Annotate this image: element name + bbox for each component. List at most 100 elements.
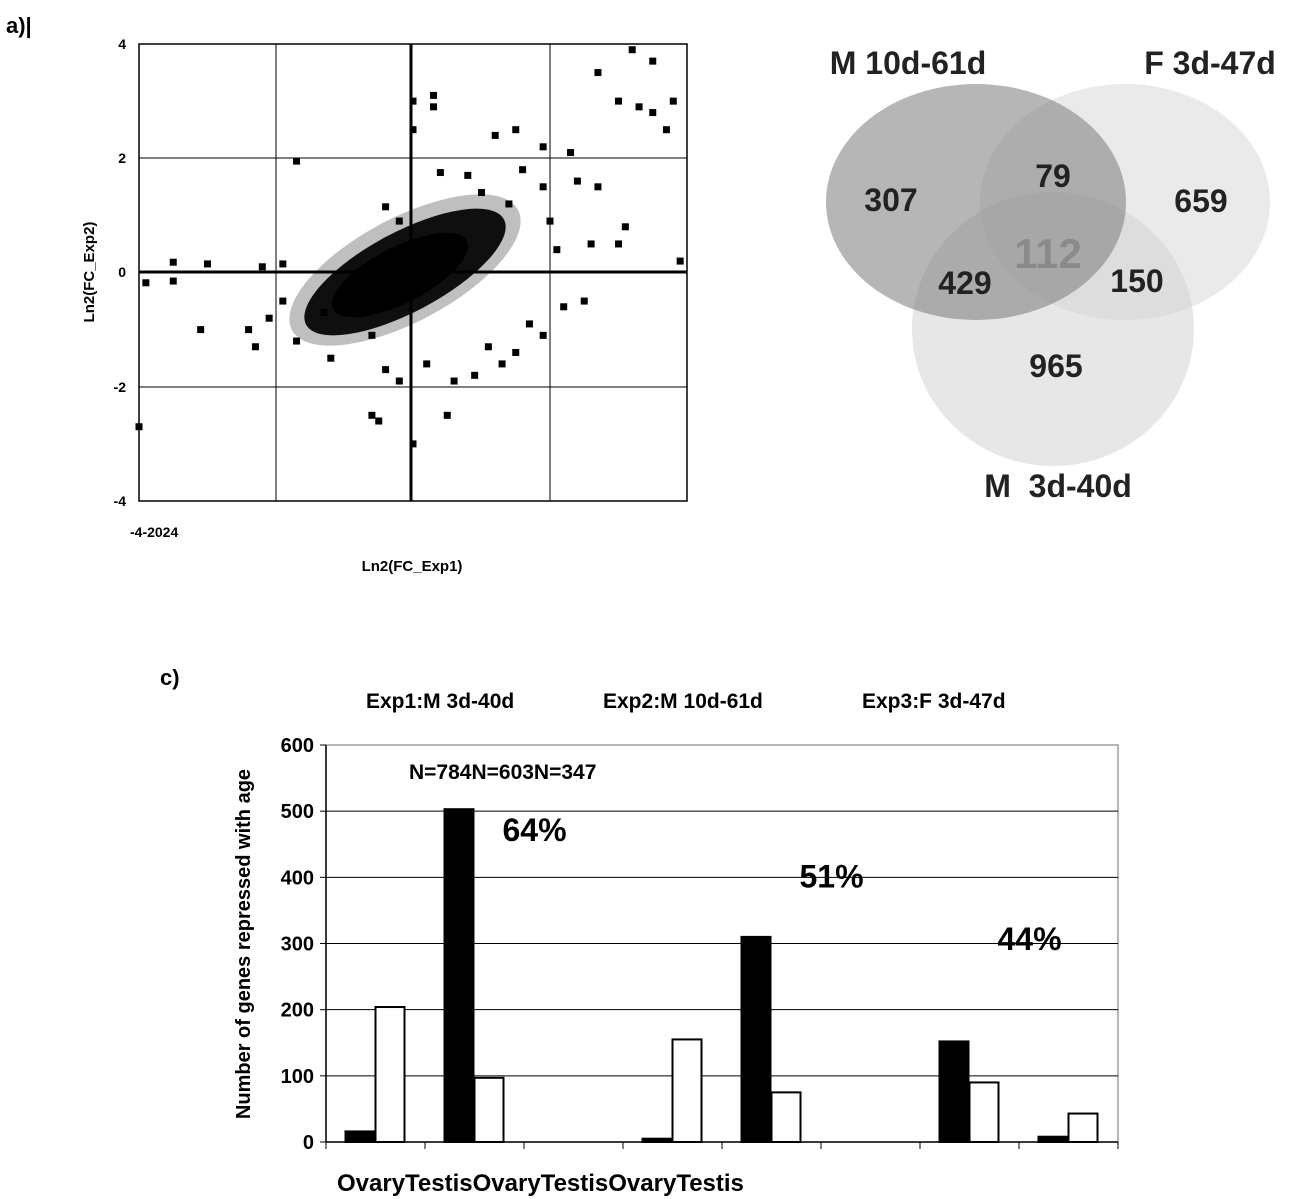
bar-open: [770, 1091, 802, 1143]
scatter-point: [615, 240, 622, 248]
scatter-point: [546, 217, 554, 225]
scatter-point: [436, 169, 444, 177]
scatter-point: [573, 177, 581, 185]
scatter-x-axis-title: Ln2(FC_Exp1): [362, 558, 463, 575]
venn-circle-m10d-61d: [826, 84, 1126, 320]
scatter-point: [169, 258, 177, 266]
scatter-point: [676, 257, 684, 265]
bar-y-tick-label: 300: [281, 934, 314, 956]
scatter-dense-cloud: [289, 194, 521, 346]
scatter-point: [409, 97, 417, 105]
scatter-y-tick: 2: [118, 150, 126, 166]
panel-label-a: a)|: [6, 13, 32, 38]
bar-n-labels: N=784N=603N=347: [409, 761, 596, 784]
scatter-point: [258, 263, 266, 271]
scatter-y-axis-title: Ln2(FC_Exp2): [81, 222, 98, 323]
venn-diagram: M 10d-61d F 3d-47d M 3d-40d 307 79 659 1…: [826, 45, 1276, 504]
scatter-point: [443, 411, 451, 419]
panel-label-c: c): [160, 665, 180, 690]
bar-filled: [1037, 1135, 1069, 1143]
scatter-point: [368, 411, 376, 419]
bar-percent-label: 51%: [799, 858, 863, 894]
scatter-point: [525, 320, 533, 328]
bar-percent-label: 44%: [997, 921, 1061, 957]
bar-y-ticks: 600 500 400 300 200 100 0: [281, 735, 314, 1154]
scatter-point: [395, 377, 403, 385]
bar-chart-experiment-titles: Exp1:M 3d-40d Exp2:M 10d-61d Exp3:F 3d-4…: [366, 690, 1006, 713]
bar-open: [374, 1006, 406, 1144]
scatter-point: [142, 279, 150, 287]
venn-count-m10-f3: 79: [1035, 158, 1071, 194]
scatter-point: [197, 326, 205, 334]
scatter-y-tick: 4: [118, 36, 126, 52]
scatter-point: [615, 97, 622, 105]
bar-title-exp3: Exp3:F 3d-47d: [862, 690, 1006, 713]
scatter-point: [539, 183, 547, 191]
bar-y-tick-label: 100: [281, 1066, 314, 1088]
bar-filled: [740, 935, 772, 1144]
bar-chart: Exp1:M 3d-40d Exp2:M 10d-61d Exp3:F 3d-4…: [233, 690, 1119, 1197]
scatter-point: [669, 97, 677, 105]
scatter-point: [251, 343, 259, 351]
scatter-point: [169, 277, 177, 285]
bar-open: [968, 1081, 1000, 1143]
scatter-point: [327, 354, 335, 362]
scatter-point: [375, 417, 383, 425]
scatter-point: [539, 331, 547, 339]
scatter-point: [478, 189, 485, 197]
bar-x-ticks: [325, 1142, 1119, 1149]
scatter-y-tick: -2: [114, 379, 127, 395]
scatter-point: [621, 223, 629, 231]
scatter-point: [539, 143, 547, 151]
scatter-point: [265, 314, 273, 322]
scatter-point: [628, 46, 636, 54]
scatter-chart: 4 2 0 -2 -4 -4-2024 Ln2(FC_Exp1) Ln2(FC_…: [81, 36, 688, 575]
scatter-point: [382, 203, 390, 211]
venn-set-label-m3: M 3d-40d: [984, 468, 1132, 504]
scatter-point: [409, 440, 417, 448]
scatter-point: [512, 126, 520, 134]
scatter-point: [430, 91, 438, 99]
scatter-point: [430, 103, 438, 111]
scatter-point: [293, 157, 301, 165]
scatter-point: [594, 183, 602, 191]
scatter-point: [491, 131, 499, 139]
scatter-point: [245, 326, 253, 334]
bar-x-category-labels: OvaryTestisOvaryTestisOvaryTestis: [337, 1170, 744, 1197]
bar-y-tick-label: 400: [281, 867, 314, 889]
venn-count-f3-m3: 150: [1110, 263, 1163, 299]
bar-open: [473, 1076, 505, 1144]
bar-y-axis-title: Number of genes repressed with age: [233, 769, 255, 1119]
scatter-point: [484, 343, 492, 351]
bar-y-tick-label: 200: [281, 1000, 314, 1022]
bar-filled: [344, 1130, 376, 1143]
scatter-y-ticks: 4 2 0 -2 -4: [114, 36, 127, 509]
venn-count-f3-only: 659: [1174, 183, 1227, 219]
scatter-point: [580, 297, 588, 305]
scatter-point: [320, 308, 328, 316]
bar-title-exp2: Exp2:M 10d-61d: [603, 690, 763, 713]
scatter-point: [395, 217, 403, 225]
scatter-point: [498, 360, 506, 368]
venn-count-m3-only: 965: [1029, 348, 1082, 384]
scatter-point: [662, 126, 670, 134]
scatter-points: [135, 46, 684, 448]
scatter-point: [649, 57, 657, 65]
scatter-y-tick: -4: [114, 493, 127, 509]
dense-cloud-main: [304, 208, 506, 336]
scatter-point: [382, 366, 390, 374]
bar-open: [1067, 1112, 1099, 1144]
scatter-point: [567, 149, 575, 157]
bar-percent-label: 64%: [502, 812, 566, 848]
scatter-point: [519, 166, 527, 174]
scatter-point: [553, 246, 561, 254]
scatter-point: [368, 331, 376, 339]
scatter-point: [587, 240, 595, 248]
scatter-point: [204, 260, 211, 268]
scatter-x-tick-labels: -4-2024: [130, 524, 178, 540]
scatter-point: [135, 423, 143, 431]
scatter-point: [505, 200, 513, 208]
scatter-point: [635, 103, 643, 111]
scatter-point: [293, 337, 301, 345]
